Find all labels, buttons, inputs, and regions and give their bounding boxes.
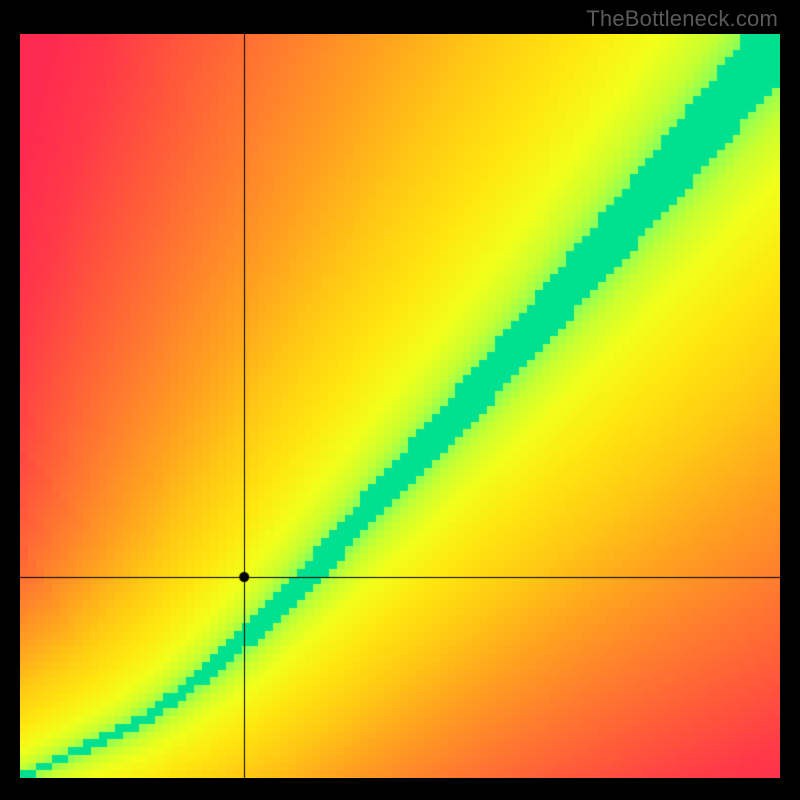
bottleneck-heatmap [20, 34, 780, 778]
chart-container: TheBottleneck.com [0, 0, 800, 800]
watermark-label: TheBottleneck.com [586, 6, 778, 32]
